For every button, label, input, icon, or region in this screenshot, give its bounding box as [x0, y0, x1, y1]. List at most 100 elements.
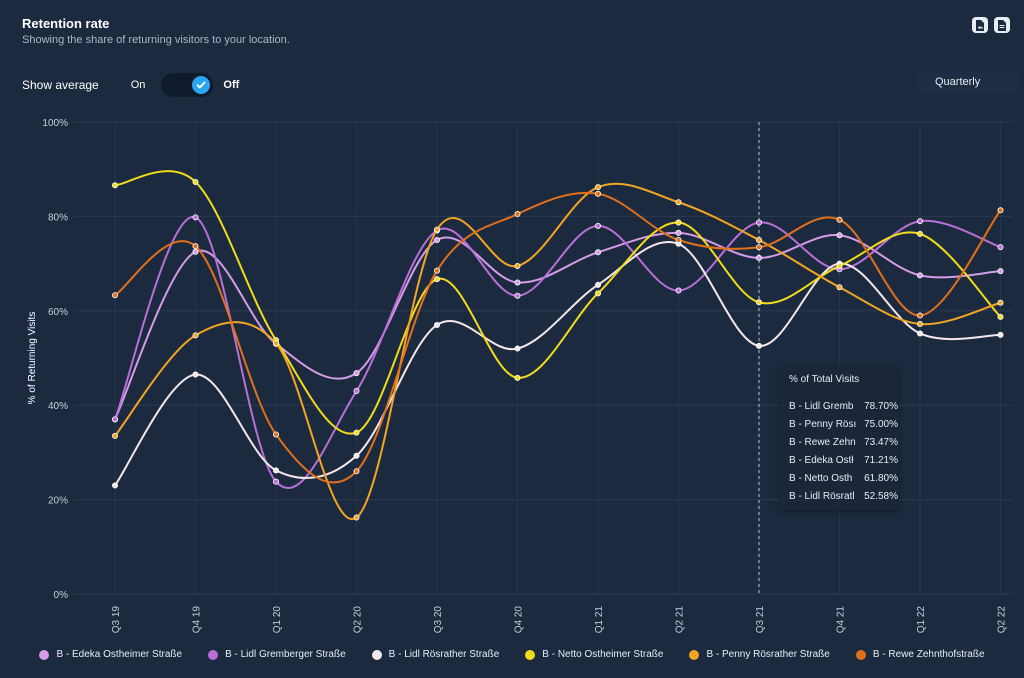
legend-label: B - Penny Rösrather Straße [706, 649, 830, 660]
tooltip-row-name: B - Rewe Zehn [789, 436, 856, 448]
data-point[interactable] [272, 467, 279, 474]
data-point[interactable] [917, 330, 924, 337]
data-point[interactable] [756, 254, 763, 261]
data-point[interactable] [353, 388, 360, 395]
data-point[interactable] [433, 276, 440, 283]
data-point[interactable] [595, 184, 602, 191]
data-point[interactable] [112, 482, 119, 489]
show-average-switch[interactable] [161, 73, 214, 97]
data-point[interactable] [112, 182, 119, 189]
data-point[interactable] [514, 279, 521, 286]
chart-subtitle: Showing the share of returning visitors … [22, 34, 290, 46]
legend-label: B - Netto Ostheimer Straße [542, 649, 664, 660]
data-point[interactable] [917, 230, 924, 237]
data-point[interactable] [997, 313, 1004, 320]
data-point[interactable] [514, 211, 521, 218]
data-point[interactable] [675, 199, 682, 206]
x-tick-label: Q3 21 [755, 606, 766, 634]
data-point[interactable] [272, 431, 279, 438]
legend-item[interactable]: B - Lidl Rösrather Straße [371, 649, 499, 660]
data-point[interactable] [917, 321, 924, 328]
tooltip-row: B - Lidl Rösratl 52.58% [789, 487, 898, 505]
data-point[interactable] [353, 468, 360, 475]
average-toggle-row: Show average On Off [22, 73, 239, 97]
data-point[interactable] [272, 478, 279, 485]
data-point[interactable] [595, 222, 602, 229]
data-point[interactable] [997, 244, 1004, 251]
data-point[interactable] [353, 514, 360, 521]
data-point[interactable] [112, 292, 119, 299]
y-tick-label: 20% [48, 496, 68, 507]
y-tick-label: 40% [48, 401, 68, 412]
data-point[interactable] [112, 416, 119, 423]
pdf-export-icon[interactable] [994, 17, 1010, 33]
legend-item[interactable]: B - Rewe Zehnthofstraße [855, 649, 985, 660]
data-point[interactable] [433, 267, 440, 274]
data-point[interactable] [353, 370, 360, 377]
data-point[interactable] [756, 244, 763, 251]
data-point[interactable] [112, 432, 119, 439]
check-icon [192, 76, 211, 94]
data-point[interactable] [192, 214, 199, 221]
data-point[interactable] [997, 331, 1004, 338]
data-point[interactable] [675, 236, 682, 243]
legend-item[interactable]: B - Lidl Gremberger Straße [208, 649, 346, 660]
data-point[interactable] [192, 371, 199, 378]
toggle-on-label[interactable]: On [130, 79, 146, 91]
data-point[interactable] [756, 342, 763, 349]
data-point[interactable] [433, 236, 440, 243]
data-point[interactable] [192, 243, 199, 250]
data-point[interactable] [595, 249, 602, 256]
data-point[interactable] [192, 178, 199, 185]
legend-item[interactable]: B - Edeka Ostheimer Straße [39, 649, 182, 660]
data-point[interactable] [514, 345, 521, 352]
data-point[interactable] [836, 216, 843, 223]
show-average-label: Show average [22, 78, 99, 92]
tooltip-row: B - Lidl Gremb 78.70% [789, 397, 898, 415]
data-point[interactable] [997, 299, 1004, 306]
data-point[interactable] [514, 262, 521, 269]
data-point[interactable] [675, 229, 682, 236]
period-select[interactable]: Quarterly [918, 71, 1018, 93]
data-point[interactable] [917, 218, 924, 225]
data-point[interactable] [595, 190, 602, 197]
legend-label: B - Edeka Ostheimer Straße [56, 649, 183, 660]
data-point[interactable] [836, 232, 843, 239]
data-point[interactable] [756, 299, 763, 306]
data-point[interactable] [997, 268, 1004, 275]
x-tick-label: Q3 19 [111, 606, 122, 634]
data-point[interactable] [756, 219, 763, 226]
data-point[interactable] [675, 287, 682, 294]
y-axis-ticks: 0% 20% 40% 60% 80% 100% [42, 118, 68, 601]
data-point[interactable] [675, 219, 682, 226]
data-point[interactable] [917, 272, 924, 279]
data-point[interactable] [836, 262, 843, 269]
data-point[interactable] [836, 284, 843, 291]
data-point[interactable] [192, 248, 199, 255]
legend-item[interactable]: B - Netto Ostheimer Straße [525, 649, 663, 660]
chart-series [112, 170, 1004, 521]
data-point[interactable] [514, 374, 521, 381]
y-tick-label: 80% [48, 212, 68, 223]
x-tick-label: Q4 19 [192, 606, 203, 634]
data-point[interactable] [514, 292, 521, 299]
data-point[interactable] [192, 332, 199, 339]
data-point[interactable] [595, 281, 602, 288]
tooltip-title: % of Total Visits [789, 374, 860, 385]
y-tick-label: 0% [54, 590, 69, 601]
data-point[interactable] [353, 429, 360, 436]
data-point[interactable] [756, 236, 763, 243]
data-point[interactable] [997, 207, 1004, 214]
data-point[interactable] [595, 290, 602, 297]
data-point[interactable] [917, 312, 924, 319]
data-point[interactable] [433, 226, 440, 233]
png-export-icon[interactable] [972, 17, 988, 33]
x-axis-ticks: Q3 19 Q4 19 Q1 20 Q2 20 Q3 20 Q4 20 Q1 21 Q2 21… [111, 606, 1008, 634]
toggle-off-label[interactable]: Off [223, 79, 240, 91]
tooltip-row-value: 78.70% [864, 400, 898, 412]
tooltip-row-name: B - Penny Rösı [789, 418, 857, 430]
legend-item[interactable]: B - Penny Rösrather Straße [689, 649, 830, 660]
data-point[interactable] [433, 321, 440, 328]
data-point[interactable] [272, 340, 279, 347]
data-point[interactable] [353, 452, 360, 459]
